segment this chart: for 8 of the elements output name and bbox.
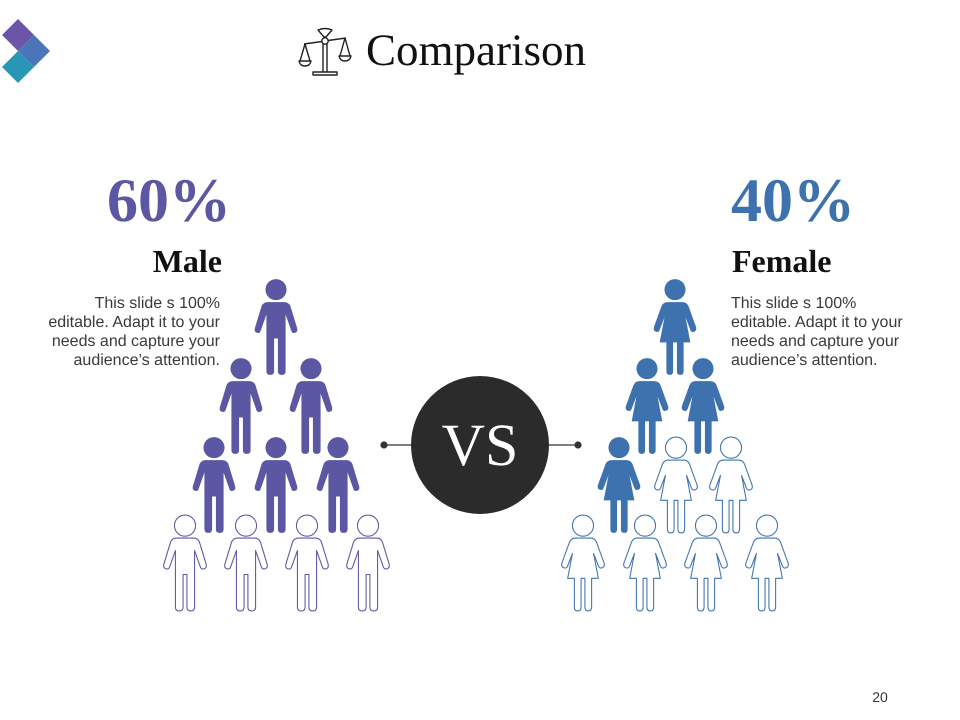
text: This slide s 100% editable. Adapt it to your needs and capture your audience’s attention. (47, 294, 220, 370)
text: 20 (871, 688, 889, 706)
text: This slide s 100% editable. Adapt it to your needs and capture your audience’s attention. (731, 294, 904, 370)
data-label: 40% (731, 167, 855, 235)
category-label: Female (732, 243, 832, 279)
category-label: Male (152, 243, 222, 279)
text: Comparison (366, 25, 586, 75)
data-label: 60% (107, 167, 231, 235)
